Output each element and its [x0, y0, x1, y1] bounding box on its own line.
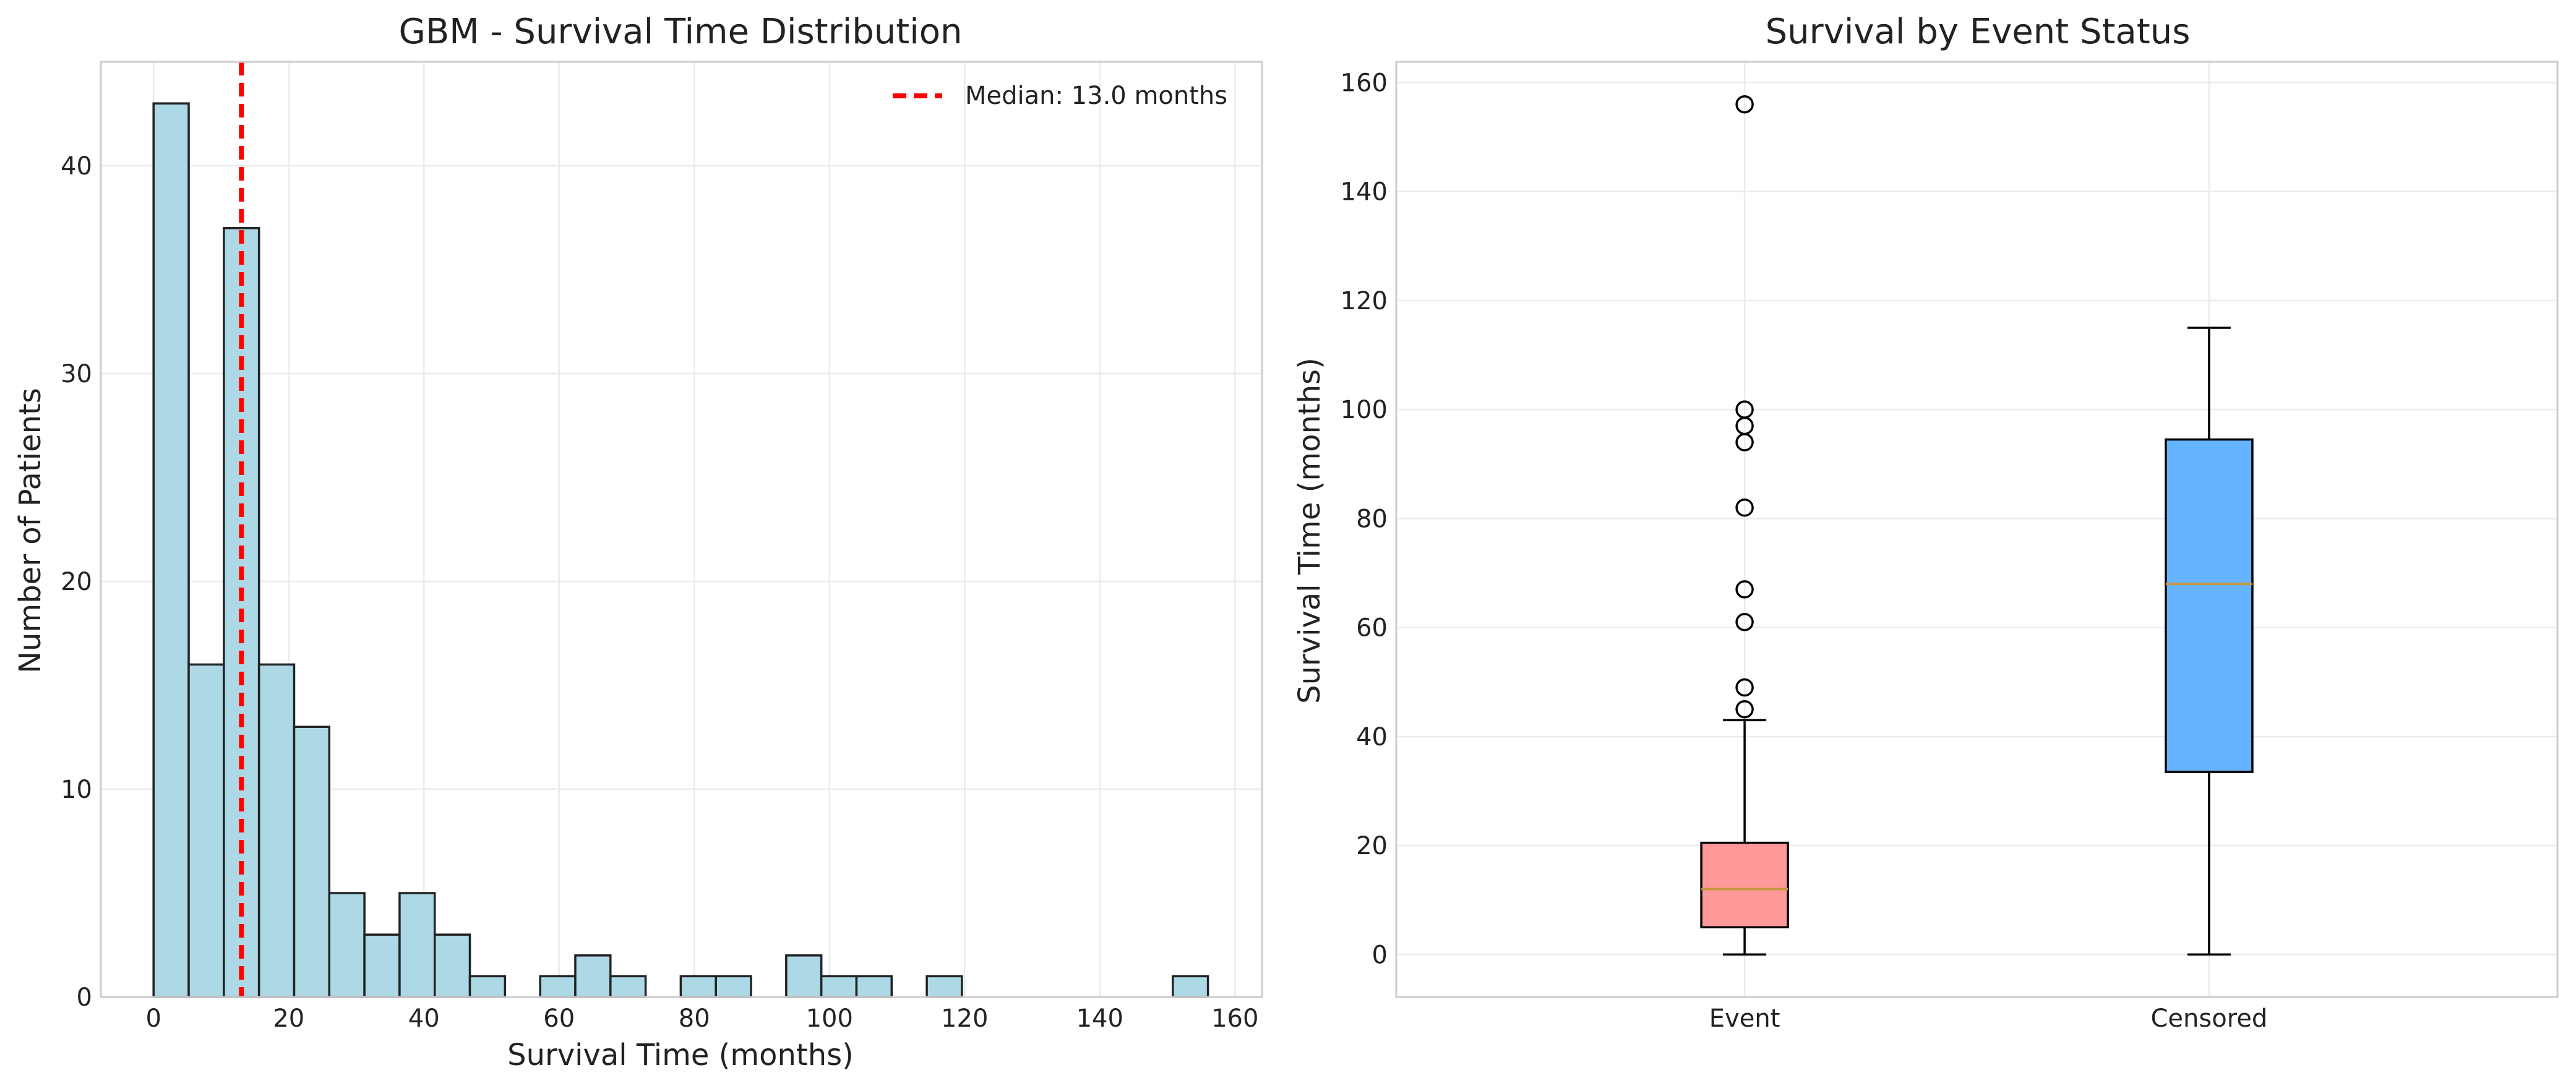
histogram-bar	[925, 975, 963, 998]
boxplot-panel: Event Censored 0 20 40 60 80 100 120 140 160 Surv…	[1292, 12, 2559, 1033]
boxplot-y-axis-label: Survival Time (months)	[1292, 357, 1327, 704]
outlier-point	[1735, 678, 1754, 697]
histogram-bar	[328, 892, 366, 998]
outlier-point	[1735, 400, 1754, 419]
y-tick-label: 40	[1356, 723, 1388, 751]
x-tick-label: 0	[145, 1004, 161, 1033]
y-tick-label: 60	[1356, 614, 1388, 643]
outlier-point	[1735, 580, 1754, 599]
histogram-bar	[257, 663, 296, 998]
histogram-bar	[293, 725, 331, 998]
y-tick-label: 20	[1356, 832, 1388, 860]
y-tick-label: 0	[1372, 941, 1388, 969]
box-censored	[2165, 327, 2254, 956]
histogram-x-ticks: 0 20 40 60 80 100 120 140 160	[145, 1004, 1258, 1033]
y-tick-label: 140	[1341, 178, 1388, 207]
histogram-bar	[398, 892, 436, 998]
histogram-frame	[100, 61, 1263, 998]
x-tick-label: 140	[1076, 1004, 1123, 1033]
histogram-y-ticks: 0 10 20 30 40	[61, 152, 92, 1012]
histogram-legend: Median: 13.0 months	[893, 82, 1227, 110]
boxplot-y-ticks: 0 20 40 60 80 100 120 140 160	[1341, 69, 1388, 969]
histogram-bar	[855, 975, 893, 998]
histogram-bar	[820, 975, 858, 998]
histogram-panel: 0 20 40 60 80 100 120 140 160 0 10 20 30 40 GBM - Su…	[13, 12, 1263, 1072]
x-tick-label: 40	[408, 1004, 440, 1033]
y-tick-label: 160	[1341, 69, 1388, 97]
outlier-point	[1735, 613, 1754, 631]
histogram-bar	[363, 933, 401, 998]
x-tick-label: 60	[543, 1004, 575, 1033]
histogram-bars	[152, 102, 1209, 998]
y-tick-label: 40	[61, 152, 92, 181]
y-tick-label: 10	[61, 776, 92, 804]
histogram-bar	[539, 975, 577, 998]
x-tick-label: 100	[806, 1004, 853, 1033]
histogram-bar	[152, 102, 190, 998]
histogram-bar	[468, 975, 507, 998]
histogram-bar	[433, 933, 471, 998]
histogram-bar	[187, 663, 225, 998]
legend-median-label: Median: 13.0 months	[965, 82, 1227, 110]
histogram-y-axis-label: Number of Patients	[13, 388, 48, 674]
y-tick-label: 80	[1356, 505, 1388, 533]
boxplot-boxes	[1700, 95, 2254, 956]
y-tick-label: 0	[77, 983, 92, 1012]
histogram-x-axis-label: Survival Time (months)	[507, 1038, 854, 1072]
outlier-point	[1735, 700, 1754, 719]
histogram-bar	[609, 975, 647, 998]
x-tick-label: Event	[1709, 1004, 1780, 1033]
outlier-point	[1735, 95, 1754, 114]
boxplot-x-ticks: Event Censored	[1709, 1004, 2267, 1033]
boxplot-frame	[1395, 61, 2559, 998]
x-tick-label: 120	[941, 1004, 988, 1033]
box-iqr	[1700, 841, 1789, 928]
histogram-bar	[574, 954, 612, 998]
y-tick-label: 30	[61, 360, 92, 388]
outlier-point	[1735, 498, 1754, 517]
histogram-bar	[679, 975, 717, 998]
boxplot-title: Survival by Event Status	[1766, 12, 2191, 52]
x-tick-label: Censored	[2151, 1004, 2268, 1033]
y-tick-label: 20	[61, 568, 92, 596]
y-tick-label: 100	[1341, 396, 1388, 424]
histogram-bar	[785, 954, 823, 998]
box-iqr	[2165, 438, 2254, 773]
histogram-title: GBM - Survival Time Distribution	[398, 12, 962, 52]
x-tick-label: 20	[273, 1004, 304, 1033]
x-tick-label: 160	[1211, 1004, 1258, 1033]
histogram-bar	[1172, 975, 1209, 998]
x-tick-label: 80	[679, 1004, 710, 1033]
y-tick-label: 120	[1341, 287, 1388, 315]
box-event	[1700, 95, 1789, 956]
histogram-bar	[715, 975, 752, 998]
